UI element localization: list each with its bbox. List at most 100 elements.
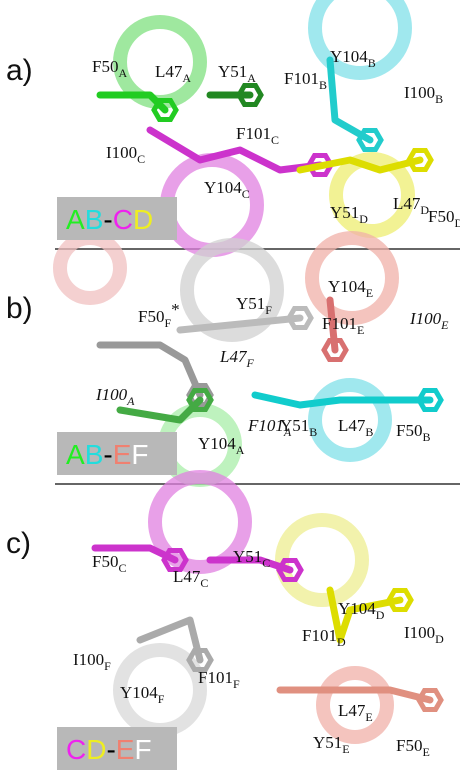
residue-chain: B — [319, 78, 327, 92]
residue-chain: F — [245, 356, 254, 370]
residue-name: F101 — [302, 626, 337, 645]
residue-label: L47A — [155, 62, 191, 85]
residue-name: F50 — [396, 421, 422, 440]
badge-letter: E — [116, 734, 135, 765]
residue-chain: D — [337, 635, 346, 649]
residue-chain: C — [200, 576, 208, 590]
residue-name: Y104 — [198, 434, 236, 453]
residue-name: I100 — [404, 83, 435, 102]
residue-name: Y51 — [236, 294, 265, 313]
residue-chain: B — [368, 56, 376, 70]
residue-name: F50 — [396, 736, 422, 755]
residue-name: F50 — [138, 307, 164, 326]
residue-label: F50B — [396, 421, 430, 444]
badge-letter: - — [103, 204, 112, 235]
residue-label: F101C — [236, 124, 279, 147]
residue-chain: C — [271, 133, 279, 147]
badge-letter: B — [85, 439, 104, 470]
residue-chain: C — [118, 561, 126, 575]
residue-chain: E — [440, 318, 449, 332]
residue-name: Y51 — [280, 416, 309, 435]
residue-label: I100D — [404, 623, 444, 646]
residue-label: F50F* — [138, 300, 180, 330]
badge-letter: - — [106, 734, 115, 765]
residue-suffix: * — [171, 300, 180, 319]
residue-name: Y51 — [218, 62, 247, 81]
residue-chain: F — [158, 692, 165, 706]
badge: AB-CD — [66, 204, 153, 235]
residue-name: F101 — [198, 668, 233, 687]
residue-chain: D — [359, 212, 368, 226]
residue-name: Y104 — [338, 599, 376, 618]
badge-letter: A — [66, 204, 85, 235]
residue-label: L47B — [338, 416, 373, 439]
residue-chain: D — [435, 632, 444, 646]
residue-chain: C — [242, 187, 250, 201]
residue-chain: B — [435, 92, 443, 106]
residue-name: I100 — [95, 385, 128, 404]
residue-chain: F — [265, 303, 272, 317]
residue-name: I100 — [73, 650, 104, 669]
panel-label: a) — [6, 54, 33, 87]
residue-name: L47 — [393, 194, 421, 213]
residue-name: F101 — [322, 314, 357, 333]
badge-letter: C — [113, 204, 133, 235]
badge-letter: C — [66, 734, 86, 765]
residue-name: L47 — [219, 347, 248, 366]
badge: CD-EF — [66, 734, 152, 765]
residue-chain: E — [357, 323, 364, 337]
residue-label: F50E — [396, 736, 430, 759]
residue-name: Y104 — [330, 47, 368, 66]
residue-chain: B — [422, 430, 430, 444]
residue-name: Y104 — [328, 277, 366, 296]
residue-name: I100 — [409, 309, 442, 328]
residue-chain: A — [236, 443, 245, 457]
badge-letter: A — [66, 439, 85, 470]
residue-chain: D — [454, 216, 460, 230]
residue-label: F101B — [284, 69, 327, 92]
panel-label: c) — [6, 527, 31, 560]
residue-label: Y51C — [233, 547, 270, 570]
residue-name: F50 — [92, 552, 118, 571]
residue-name: F50 — [428, 207, 454, 226]
badge-letter: F — [134, 734, 151, 765]
residue-name: Y51 — [313, 733, 342, 752]
residue-chain: F — [233, 677, 240, 691]
badge-letter: D — [86, 734, 106, 765]
residue-name: Y104 — [120, 683, 158, 702]
residue-name: Y51 — [330, 203, 359, 222]
residue-label: F50C — [92, 552, 126, 575]
residue-name: F101 — [236, 124, 271, 143]
residue-name: F101 — [284, 69, 319, 88]
residue-label: F50D — [428, 207, 460, 230]
residue-label: I100B — [404, 83, 443, 106]
residue-name: Y51 — [233, 547, 262, 566]
residue-name: Y104 — [204, 178, 242, 197]
residue-label: I100E — [409, 309, 449, 332]
residue-name: F101 — [247, 416, 284, 435]
residue-name: L47 — [338, 701, 366, 720]
panel-label: b) — [6, 292, 33, 325]
residue-chain: F — [104, 659, 111, 673]
residue-label: I100C — [106, 143, 145, 166]
residue-name: L47 — [338, 416, 366, 435]
residue-chain: A — [182, 71, 191, 85]
residue-chain: E — [365, 710, 372, 724]
badge: AB-EF — [66, 439, 149, 470]
residue-label: Y104E — [328, 277, 373, 300]
side-chain — [280, 690, 430, 700]
residue-chain: B — [365, 425, 373, 439]
residue-name: L47 — [173, 567, 201, 586]
residue-name: F50 — [92, 57, 118, 76]
residue-label: Y51A — [218, 62, 256, 85]
residue-chain: E — [366, 286, 373, 300]
helix — [60, 238, 120, 298]
residue-chain: E — [422, 745, 429, 759]
residue-chain: C — [137, 152, 145, 166]
residue-chain: A — [126, 394, 135, 408]
residue-label: I100F — [73, 650, 111, 673]
residue-label: Y51F — [236, 294, 272, 317]
residue-name: I100 — [404, 623, 435, 642]
residue-chain: B — [309, 425, 317, 439]
residue-chain: A — [118, 66, 127, 80]
